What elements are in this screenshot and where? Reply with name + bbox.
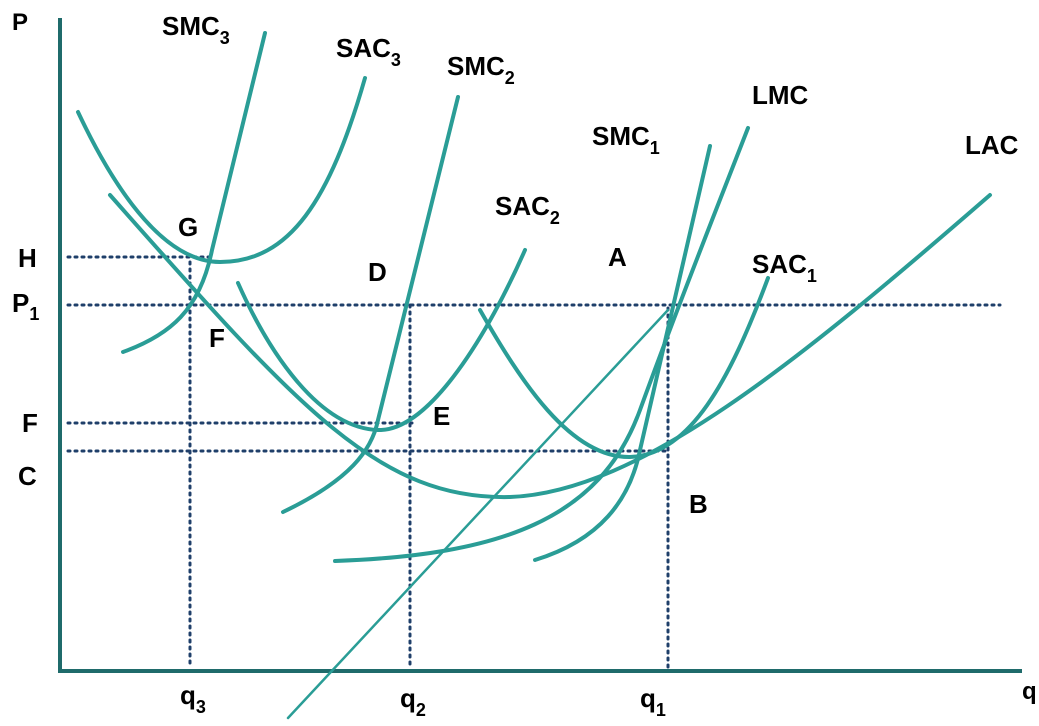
- point-b-label: B: [689, 489, 708, 519]
- sac3-label: SAC3: [336, 33, 401, 70]
- price-c-label: C: [18, 461, 37, 491]
- x-axis-label: q: [1022, 678, 1037, 705]
- lac-label: LAC: [965, 130, 1019, 160]
- price-f-label: F: [22, 408, 38, 438]
- labels: P q SMC3 SAC3 SMC2 LMC SMC1 LAC SAC2 SAC…: [12, 9, 1037, 720]
- smc2-curve: [281, 95, 460, 514]
- axes: [58, 18, 1022, 673]
- curves: [76, 31, 992, 720]
- y-axis-label: P: [12, 9, 28, 36]
- price-h-label: H: [18, 243, 37, 273]
- smc1-curve: [533, 144, 712, 562]
- quantity-q3-label: q3: [180, 680, 206, 717]
- quantity-q2-label: q2: [400, 683, 426, 720]
- demand-line: [286, 308, 670, 720]
- point-e-label: E: [433, 401, 450, 431]
- smc3-curve: [121, 31, 267, 354]
- point-a-label: A: [608, 242, 627, 272]
- lmc-curve: [333, 126, 750, 563]
- sac3-curve: [76, 76, 367, 264]
- price-p1-label: P1: [12, 288, 39, 324]
- sac2-label: SAC2: [495, 191, 560, 228]
- smc1-label: SMC1: [592, 121, 660, 158]
- quantity-q1-label: q1: [640, 683, 666, 720]
- sac1-curve: [478, 276, 770, 460]
- smc3-label: SMC3: [162, 11, 230, 48]
- smc2-label: SMC2: [447, 51, 515, 88]
- point-d-label: D: [368, 257, 387, 287]
- point-f-label: F: [209, 323, 225, 353]
- guide-lines: [66, 255, 1002, 670]
- sac1-label: SAC1: [752, 249, 817, 286]
- point-g-label: G: [178, 212, 198, 242]
- lac-curve: [108, 193, 992, 500]
- lmc-label: LMC: [752, 80, 809, 110]
